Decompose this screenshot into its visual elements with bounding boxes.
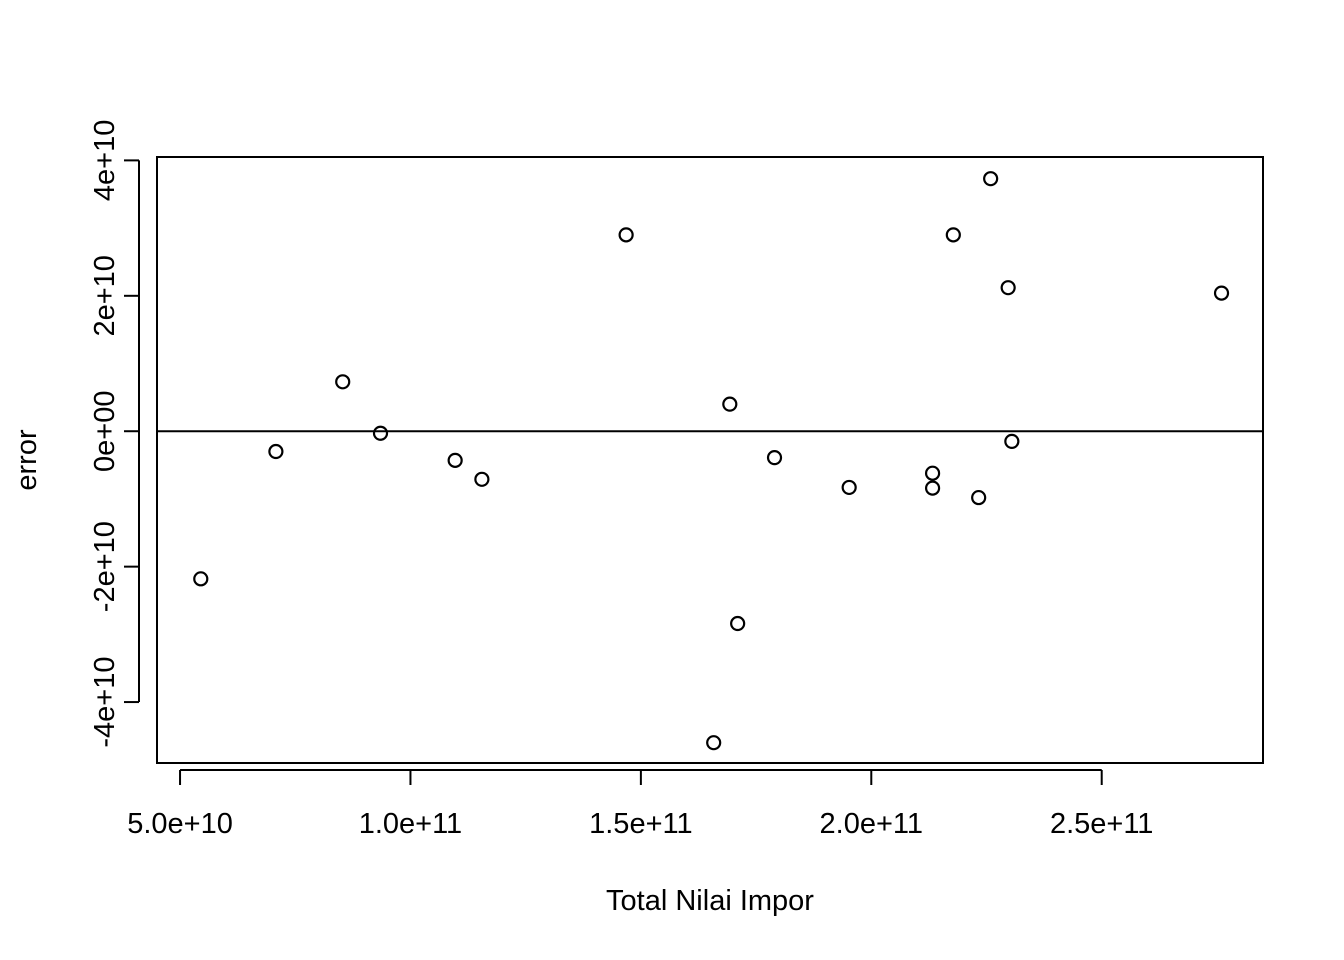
x-axis: 5.0e+10 1.0e+11 1.5e+11 2.0e+11 2.5e+11 <box>127 769 1153 840</box>
data-point <box>945 227 961 243</box>
data-point <box>971 489 987 506</box>
y-tick-label: 4e+10 <box>89 120 121 201</box>
data-point <box>983 171 999 187</box>
data-point <box>372 425 389 441</box>
data-point <box>618 227 634 243</box>
y-axis-title: error <box>11 429 43 491</box>
data-point <box>841 479 857 496</box>
y-tick-label: -4e+10 <box>89 657 121 748</box>
x-tick-label: 2.5e+11 <box>1050 808 1153 840</box>
data-point <box>1213 285 1230 301</box>
data-point <box>730 615 746 632</box>
x-tick-label: 1.0e+11 <box>359 808 462 840</box>
y-tick-label: 0e+00 <box>89 390 121 471</box>
data-point <box>335 374 351 390</box>
x-axis-title: Total Nilai Impor <box>606 885 814 917</box>
data-point <box>924 465 941 481</box>
data-point <box>1004 433 1020 449</box>
data-point <box>766 450 783 466</box>
data-point <box>924 480 941 496</box>
plot-frame <box>156 156 1264 764</box>
data-point <box>474 471 490 487</box>
x-tick-label: 1.5e+11 <box>589 808 692 840</box>
data-point <box>722 396 738 412</box>
data-point <box>193 571 209 587</box>
data-point <box>1000 280 1016 296</box>
data-points <box>193 171 1230 751</box>
data-point <box>706 735 722 751</box>
x-tick-label: 5.0e+10 <box>127 808 233 840</box>
x-tick-label: 2.0e+11 <box>820 808 923 840</box>
y-tick-label: -2e+10 <box>89 521 121 612</box>
y-tick-label: 2e+10 <box>89 255 121 336</box>
data-point <box>447 452 463 468</box>
y-axis: -4e+10 -2e+10 0e+00 2e+10 4e+10 <box>89 120 140 748</box>
data-point <box>268 443 284 460</box>
